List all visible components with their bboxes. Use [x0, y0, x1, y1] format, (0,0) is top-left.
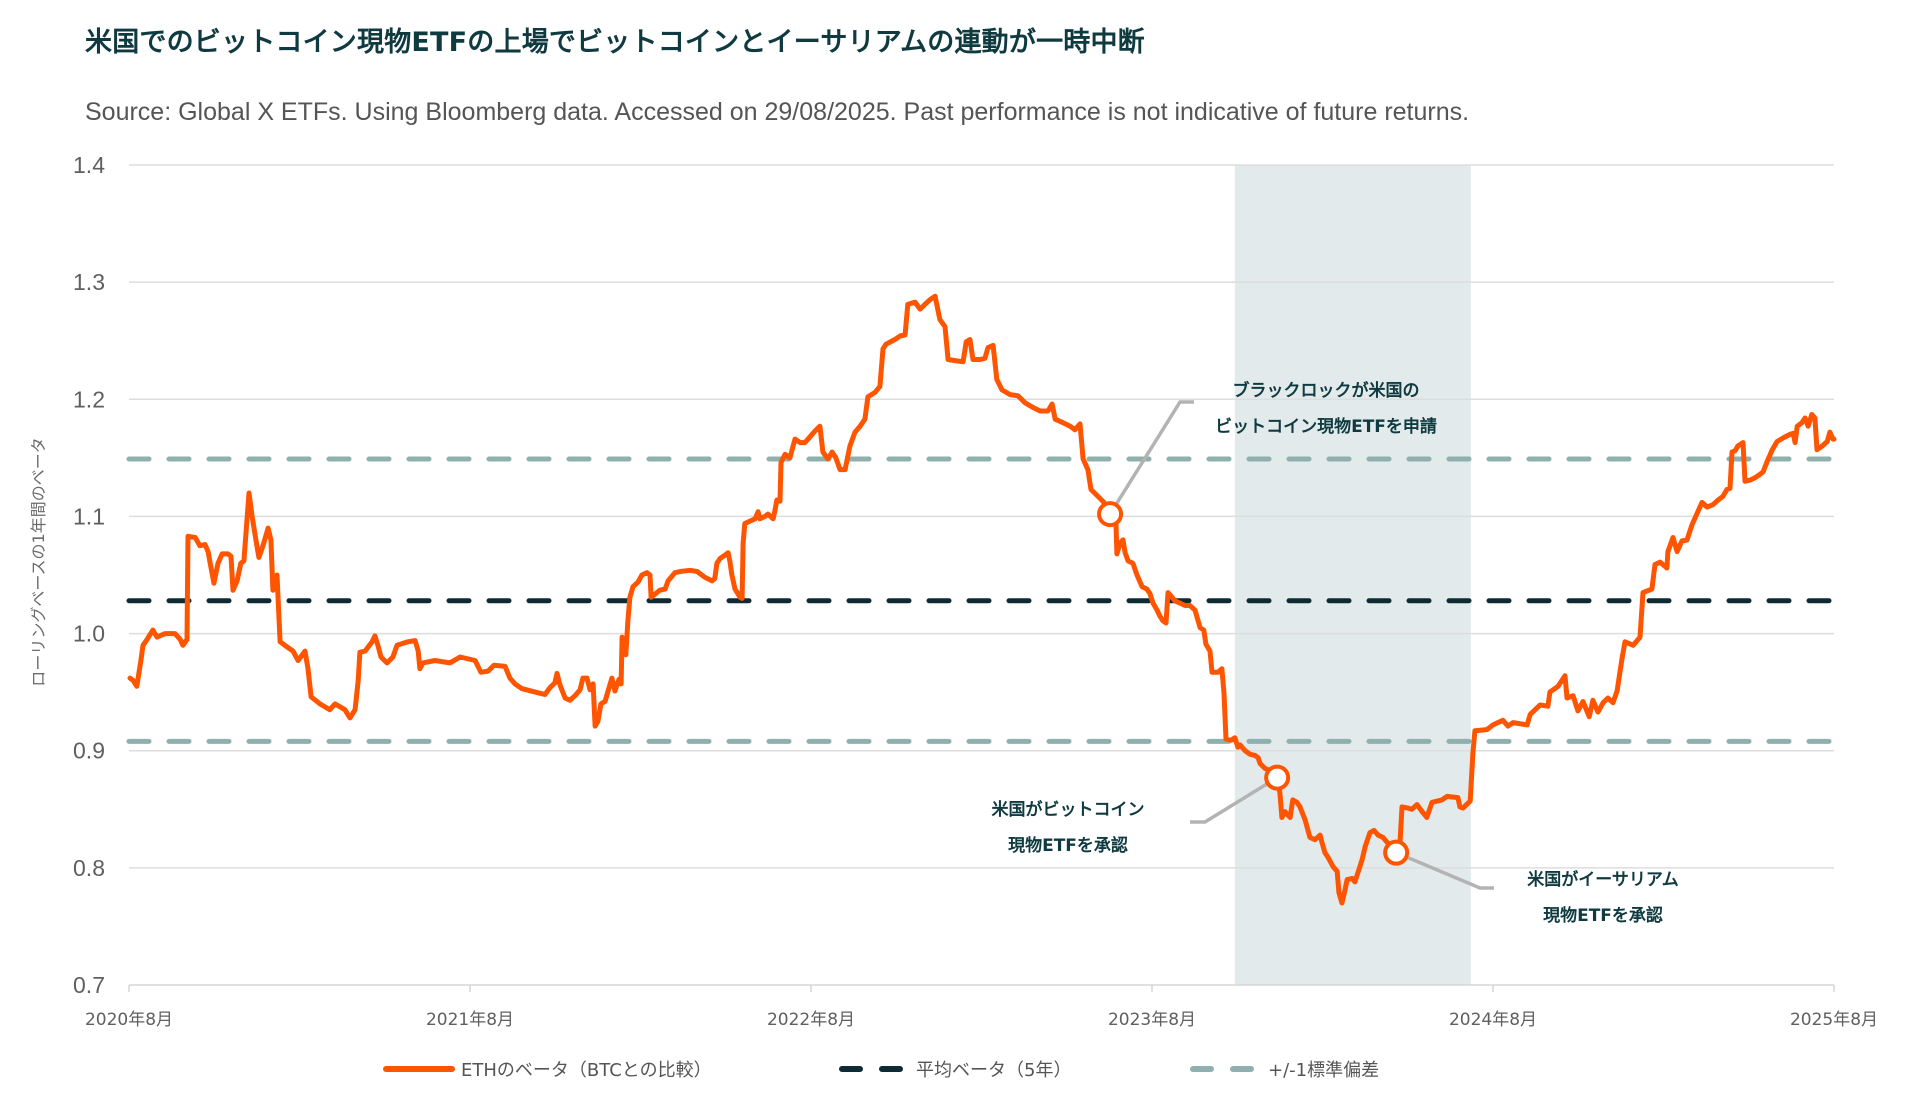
annotation-label: 現物ETFを承認	[1543, 905, 1663, 926]
annotation-label: 米国がイーサリアム	[1527, 869, 1678, 890]
y-tick-label: 1.2	[73, 386, 105, 412]
y-tick-label: 0.7	[73, 972, 105, 998]
annotations: ブラックロックが米国のビットコイン現物ETFを申請米国がビットコイン現物ETFを…	[992, 380, 1679, 926]
x-tick-label: 2022年8月	[767, 1010, 855, 1030]
y-tick-label: 1.3	[73, 269, 105, 295]
legend: ETHのベータ（BTCとの比較） 平均ベータ（5年） +/-1標準偏差	[383, 1060, 1379, 1081]
x-tick-label: 2021年8月	[426, 1010, 514, 1030]
legend-eth-label: ETHのベータ（BTCとの比較）	[461, 1060, 712, 1081]
chart-title: 米国でのビットコイン現物ETFの上場でビットコインとイーサリアムの連動が一時中断	[85, 27, 1145, 58]
x-axis	[128, 984, 1835, 992]
annotation-label: ブラックロックが米国の	[1233, 380, 1420, 401]
annotation-label: 現物ETFを承認	[1008, 835, 1128, 856]
annotation-leader-line	[1108, 400, 1194, 516]
legend-std-label: +/-1標準偏差	[1268, 1060, 1379, 1081]
y-tick-label: 1.1	[73, 503, 105, 529]
reference-lines	[126, 456, 1837, 744]
annotation-label: 米国がビットコイン	[992, 799, 1145, 820]
y-axis-tick-labels: 0.7 0.8 0.9 1.0 1.1 1.2 1.3 1.4	[73, 152, 105, 998]
annotation-marker	[1383, 839, 1410, 866]
annotation-leader-line	[1190, 776, 1279, 824]
y-tick-label: 0.8	[73, 855, 105, 881]
annotation-leader-line	[1395, 851, 1494, 890]
annotation-marker	[1097, 501, 1124, 528]
y-tick-label: 1.4	[73, 152, 105, 178]
annotation-marker	[1264, 764, 1291, 791]
x-tick-label: 2023年8月	[1108, 1010, 1196, 1030]
eth-beta-line	[127, 293, 1837, 906]
x-tick-label: 2024年8月	[1449, 1010, 1537, 1030]
y-axis-title: ローリングベースの1年間のベータ	[29, 437, 48, 686]
y-tick-label: 1.0	[73, 621, 105, 647]
shaded-period-layer	[1234, 165, 1471, 985]
chart-source-note: Source: Global X ETFs. Using Bloomberg d…	[85, 98, 1470, 126]
annotation-label: ビットコイン現物ETFを申請	[1215, 416, 1437, 437]
x-axis-tick-labels: 2020年8月 2021年8月 2022年8月 2023年8月 2024年8月 2025年…	[85, 1010, 1878, 1030]
shaded-period	[1234, 165, 1471, 985]
series-layer	[127, 293, 1837, 906]
legend-mean-label: 平均ベータ（5年）	[916, 1060, 1071, 1081]
gridlines	[129, 164, 1834, 869]
x-tick-label: 2025年8月	[1790, 1010, 1878, 1030]
y-tick-label: 0.9	[73, 738, 105, 764]
x-tick-label: 2020年8月	[85, 1010, 173, 1030]
